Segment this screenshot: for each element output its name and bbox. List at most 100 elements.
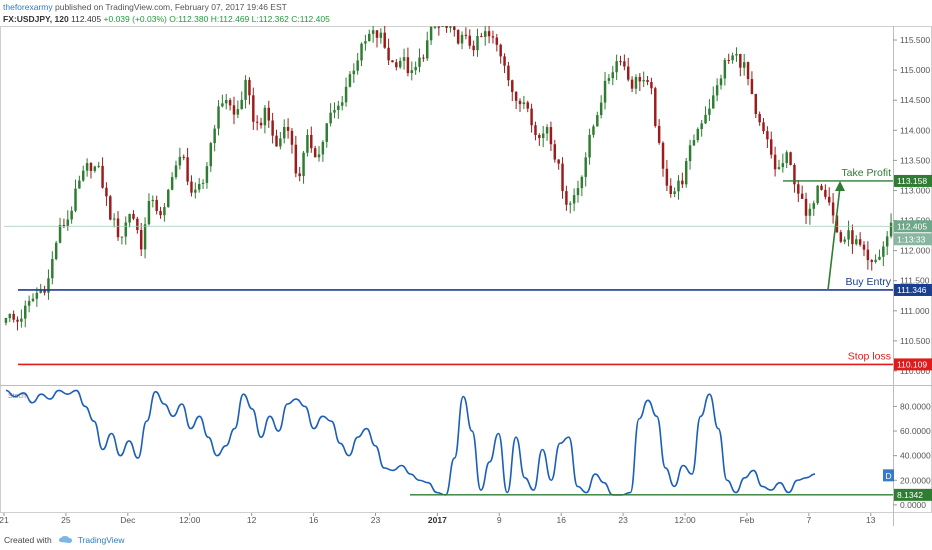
candle-body [889,222,893,237]
candle-body [85,163,89,171]
candle-body [460,34,464,44]
candle-body [43,289,46,293]
candle-body [580,176,584,189]
candle-body [661,142,665,169]
author-link[interactable]: theforexarmy [3,2,53,12]
candle-body [634,76,638,89]
candle-body [630,79,634,89]
candle-body [885,236,889,247]
candle-body [252,95,255,122]
stoch-tick-label-0: 80.0000 [900,401,931,411]
candle-body [684,161,688,185]
candle-body [414,66,417,71]
candle-body [8,313,12,319]
price-tick-label-8: 111.500 [900,276,930,286]
candle-body [800,193,804,199]
candle-body [534,125,537,136]
candle-body [225,100,228,104]
candle-body [387,47,390,61]
candle-body [511,80,514,92]
candle-body [194,189,197,193]
candle-body [329,112,332,124]
candle-body [325,123,328,142]
candle-body [526,102,529,109]
candle-body [453,26,456,31]
published-text: published on TradingView.com, February 0… [54,2,287,12]
candle-body [476,36,479,51]
candle-body [626,66,630,80]
candle-body [410,70,414,74]
candle-body [344,86,348,103]
time-tick-label-2: Dec [120,515,136,525]
buy-entry-price-badge [894,283,932,296]
candle-body [878,256,881,260]
candle-body [569,203,572,205]
candle-body [93,166,97,171]
candle-body [298,173,301,177]
stoch-tick-label-1: 60.0000 [900,426,931,436]
candle-body [74,188,77,211]
stop-loss-label: Stop loss [848,350,891,362]
candle-body [673,191,676,194]
candle-body [333,110,336,113]
tradingview-link[interactable]: TradingView [77,535,125,545]
candle-body [27,301,31,306]
time-tick-label-1: 25 [61,515,71,525]
candle-body [89,163,93,171]
candle-body [804,198,808,216]
candle-body [445,25,448,28]
candle-body [402,57,406,61]
candle-body [514,91,518,101]
candle-body [39,289,42,293]
chart-svg[interactable]: 115.500 115.000 114.500 114.000 113.500 113.0… [0,18,932,536]
candle-body [24,305,27,319]
candle-body [715,85,719,96]
take-profit-price-badge [894,174,932,187]
candle-body [677,180,680,192]
candle-body [862,244,866,250]
last-price-badge [894,220,932,233]
candle-body [170,177,174,190]
candle-body [858,239,862,245]
price-tick-label-11: 110.000 [900,366,930,376]
countdown-badge [894,233,932,246]
candle-body [433,26,437,28]
price-tick-label-7: 112.000 [900,246,930,256]
candle-body [182,156,185,158]
candle-body [654,88,657,126]
price-tick-label-5: 113.000 [900,185,930,195]
candle-body [820,185,823,190]
ohlc-low: L:112.362 [251,14,289,24]
time-tick-label-11: 12:00 [674,515,696,525]
candle-body [712,95,715,109]
candle-body [770,139,773,155]
candle-body [228,100,232,106]
candle-body [619,61,622,63]
candle-body [681,180,684,185]
candle-body [874,259,877,262]
candle-body [12,313,15,320]
time-tick-label-6: 23 [371,515,381,525]
candle-body [132,213,135,219]
candle-body [839,232,843,242]
publication-info: theforexarmy published on TradingView.co… [3,2,287,12]
candle-body [317,154,321,158]
candle-body [178,156,182,166]
candle-body [762,122,765,132]
stoch-tick-label-3: 20.0000 [900,475,931,485]
candle-body [263,107,267,126]
chart-frame[interactable]: 115.500 115.000 114.500 114.000 113.500 113.0… [0,18,932,536]
candle-body [151,199,155,201]
candle-body [793,164,796,185]
candle-body [847,230,850,240]
candle-body [576,188,580,196]
candle-body [785,152,788,164]
symbol-legend: FX:USDJPY, 120 112.405 +0.039 (+0.03%) O… [3,14,330,24]
candle-body [213,128,216,144]
time-tick-label-12: Feb [740,515,755,525]
candle-body [449,26,452,28]
time-tick-label-3: 12:00 [179,515,201,525]
projection-arrowhead [835,180,845,191]
change-value: +0.039 (+0.03%) [103,14,167,24]
ohlc-close: C:112.405 [291,14,330,24]
